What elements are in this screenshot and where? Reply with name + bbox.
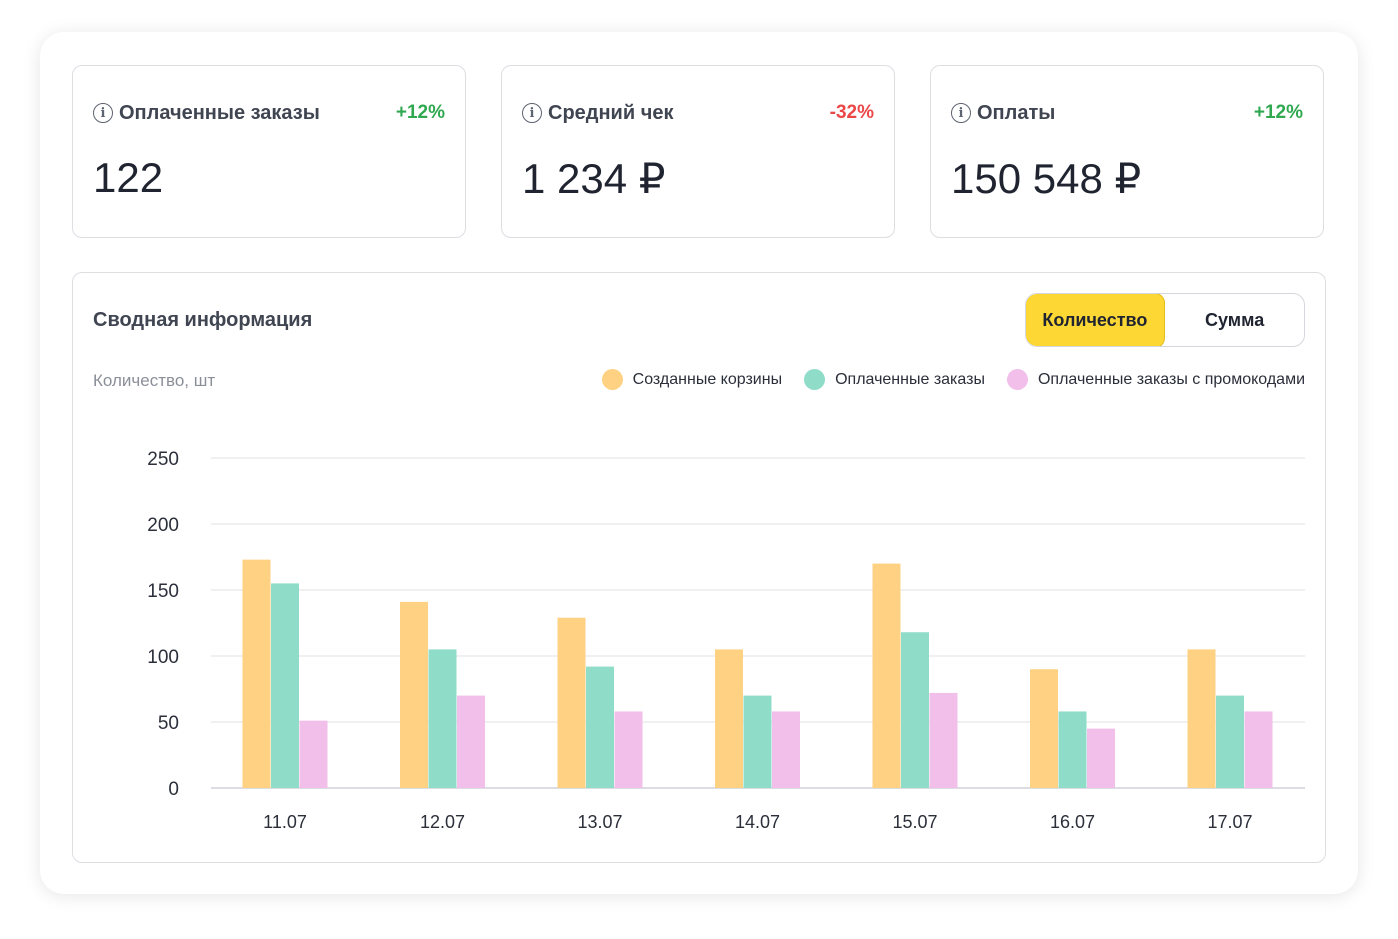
bar xyxy=(1030,669,1058,788)
y-tick-label: 250 xyxy=(147,449,179,470)
kpi-card-average-check: i Средний чек -32% 1 234 ₽ xyxy=(501,65,895,238)
bar xyxy=(242,559,271,788)
kpi-card-delta: +12% xyxy=(395,102,445,123)
bar xyxy=(1187,649,1216,788)
bar xyxy=(1087,728,1115,788)
x-tick-label: 11.07 xyxy=(263,812,307,832)
kpi-card-payments: i Оплаты +12% 150 548 ₽ xyxy=(930,65,1324,238)
bar xyxy=(557,617,586,788)
x-tick-label: 15.07 xyxy=(892,812,937,832)
legend-label: Созданные корзины xyxy=(632,370,783,388)
x-tick-label: 14.07 xyxy=(735,812,780,832)
kpi-card-title: Средний чек xyxy=(548,101,674,124)
bar xyxy=(428,649,457,788)
y-tick-label: 100 xyxy=(147,647,179,668)
x-tick-label: 16.07 xyxy=(1050,812,1095,832)
dashboard-panel: i Оплаченные заказы +12% 122 i Средний ч… xyxy=(40,32,1358,894)
bar xyxy=(929,692,958,788)
bar xyxy=(271,583,299,788)
info-icon[interactable]: i xyxy=(522,103,542,123)
chart-legend: Созданные корзины Оплаченные заказы Опла… xyxy=(601,369,1305,390)
kpi-card-title: Оплаченные заказы xyxy=(119,101,320,124)
info-icon[interactable]: i xyxy=(93,103,113,123)
kpi-card-value: 150 548 ₽ xyxy=(951,155,1142,202)
y-tick-label: 0 xyxy=(168,779,179,800)
bar xyxy=(1058,711,1087,788)
legend-item-created-carts: Созданные корзины xyxy=(601,369,783,390)
bar xyxy=(457,695,485,788)
kpi-card-paid-orders: i Оплаченные заказы +12% 122 xyxy=(72,65,466,238)
kpi-card-header: i Средний чек -32% xyxy=(522,100,874,126)
bar xyxy=(400,601,428,788)
bar xyxy=(743,695,772,788)
legend-item-paid-orders-promo: Оплаченные заказы с промокодами xyxy=(1006,369,1305,390)
legend-dot-icon xyxy=(804,369,826,390)
metric-toggle: Количество Сумма xyxy=(1025,293,1305,347)
summary-card: Сводная информация Количество Сумма Коли… xyxy=(72,272,1326,863)
legend-label: Оплаченные заказы xyxy=(835,370,985,388)
toggle-quantity-button[interactable]: Количество xyxy=(1026,294,1166,346)
kpi-card-delta: +12% xyxy=(1253,102,1303,123)
bar-chart: 0 50 100 150 200 250 11.07 12.07 13.07 14.07 15.07… xyxy=(147,449,1305,832)
bar xyxy=(772,711,800,788)
info-icon[interactable]: i xyxy=(951,103,971,123)
bar xyxy=(872,563,901,788)
bar xyxy=(586,666,614,788)
bar xyxy=(299,720,328,788)
legend-dot-icon xyxy=(1006,369,1028,390)
summary-title: Сводная информация xyxy=(93,309,313,331)
legend-dot-icon xyxy=(601,369,623,390)
x-tick-label: 12.07 xyxy=(420,812,465,832)
y-tick-label: 200 xyxy=(147,515,179,536)
kpi-card-header: i Оплаченные заказы +12% xyxy=(93,100,445,126)
kpi-card-header: i Оплаты +12% xyxy=(951,100,1303,126)
y-tick-label: 150 xyxy=(147,581,179,602)
bar xyxy=(614,711,643,788)
x-tick-label: 13.07 xyxy=(577,812,622,832)
bar xyxy=(901,632,929,788)
kpi-card-value: 1 234 ₽ xyxy=(522,155,666,202)
bar xyxy=(1216,695,1244,788)
x-tick-label: 17.07 xyxy=(1207,812,1252,832)
legend-item-paid-orders: Оплаченные заказы xyxy=(804,369,985,390)
toggle-sum-button[interactable]: Сумма xyxy=(1205,309,1265,330)
kpi-card-delta: -32% xyxy=(829,102,874,123)
legend-label: Оплаченные заказы с промокодами xyxy=(1037,370,1305,388)
y-tick-label: 50 xyxy=(158,713,179,734)
kpi-card-title: Оплаты xyxy=(977,101,1056,124)
y-axis-unit-label: Количество, шт xyxy=(93,371,216,390)
bar xyxy=(1244,711,1273,788)
bar xyxy=(715,649,743,788)
kpi-card-value: 122 xyxy=(93,154,164,201)
